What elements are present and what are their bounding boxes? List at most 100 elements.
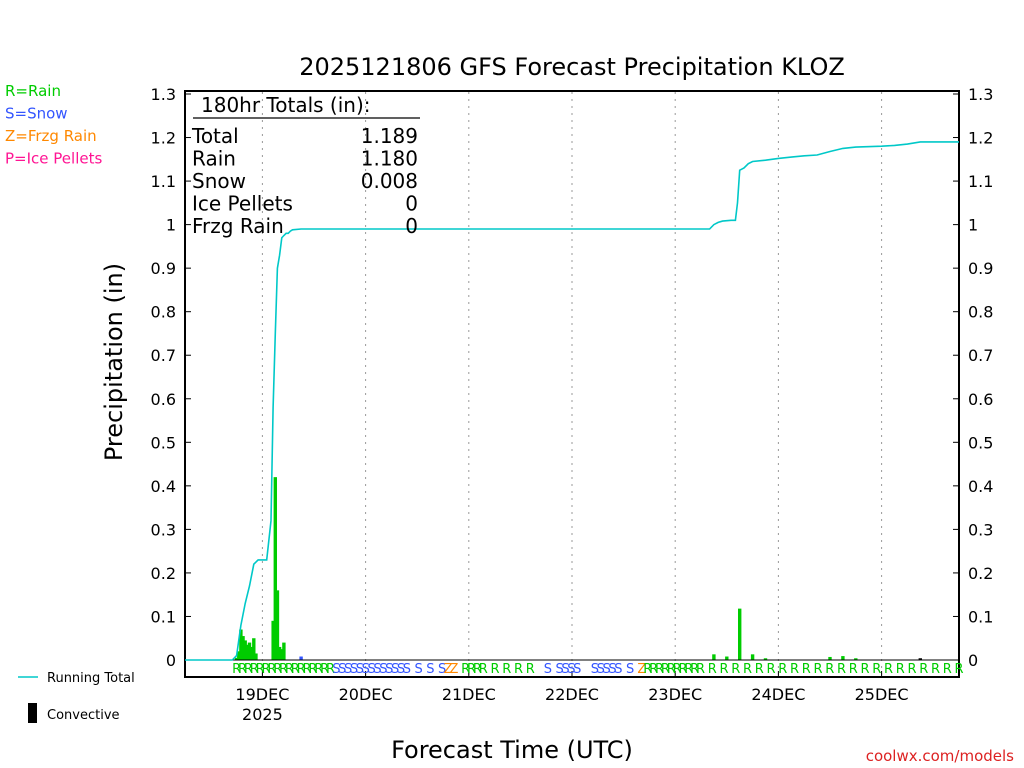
ptype-letter: R	[931, 662, 940, 677]
totals-row-label: Ice Pellets	[192, 192, 293, 216]
totals-box: 180hr Totals (in): Total 1.189 Rain 1.180 Sn…	[191, 93, 420, 238]
ptype-letter: S	[591, 662, 599, 677]
ptype-letter: S	[555, 662, 563, 677]
y-tick-label-right: 0.5	[968, 433, 993, 452]
ptype-letter: R	[678, 662, 687, 677]
y-axis-left: 0 0.1 0.2 0.3 0.4 0.5 0.6 0.7 0.8 0.9 1 1.1 1.2 1.3	[151, 85, 191, 670]
x-tick-sublabel-year: 2025	[242, 705, 283, 724]
ptype-letter: S	[403, 662, 411, 677]
precip-bar	[254, 653, 258, 660]
y-tick-label-left: 0	[166, 651, 176, 670]
x-tick-label: 21DEC	[442, 685, 496, 704]
ptype-letter: S	[344, 662, 352, 677]
ptype-letter: R	[297, 662, 306, 677]
ptype-letter: R	[479, 662, 488, 677]
ptype-letter: S	[397, 662, 405, 677]
legend-s-label: S=Snow	[5, 105, 68, 123]
ptype-letter: R	[461, 662, 470, 677]
ptype-letter: R	[250, 662, 259, 677]
precip-bar	[299, 656, 303, 660]
ptype-letter: S	[379, 662, 387, 677]
y-tick-label-left: 0.3	[151, 520, 176, 539]
ptype-letter: R	[837, 662, 846, 677]
ptype-letter: R	[273, 662, 282, 677]
ptype-letter: R	[314, 662, 323, 677]
ptype-letter: R	[291, 662, 300, 677]
y-tick-label-left: 0.2	[151, 564, 176, 583]
y-tick-label-left: 0.1	[151, 607, 176, 626]
x-tick-label: 24DEC	[751, 685, 805, 704]
ptype-letter: R	[696, 662, 705, 677]
ptype-letter: S	[561, 662, 569, 677]
precip-bar	[273, 477, 277, 660]
totals-row-label: Rain	[192, 147, 236, 171]
precip-bar	[247, 642, 252, 660]
y-tick-label-right: 0.7	[968, 346, 993, 365]
ptype-letter: R	[814, 662, 823, 677]
ptype-letter: R	[232, 662, 241, 677]
x-axis-label: Forecast Time (UTC)	[391, 736, 633, 764]
y-axis-right: 0 0.1 0.2 0.3 0.4 0.5 0.6 0.7 0.8 0.9 1 1.1 1.2 1.3	[953, 85, 993, 670]
precip-bar	[280, 649, 284, 660]
totals-row-label: Frzg Rain	[192, 214, 284, 238]
ptype-letter: S	[573, 662, 581, 677]
precip-bar	[252, 638, 256, 660]
convective-legend-swatch	[28, 703, 37, 723]
precip-bar	[712, 654, 716, 660]
y-tick-label-left: 0.9	[151, 259, 176, 278]
y-tick-label-left: 1	[166, 216, 176, 235]
ptype-letter: R	[256, 662, 265, 677]
ptype-letter: R	[655, 662, 664, 677]
ptype-letter: R	[778, 662, 787, 677]
precip-bar	[237, 651, 241, 660]
y-tick-label-left: 0.8	[151, 303, 176, 322]
ptype-letter: R	[849, 662, 858, 677]
running-total-legend-label: Running Total	[47, 671, 135, 686]
ptype-letter: R	[473, 662, 482, 677]
site-credit: coolwx.com/models	[866, 747, 1014, 765]
totals-row-value: 0	[405, 192, 418, 216]
ptype-letter: R	[285, 662, 294, 677]
y-axis-label: Precipitation (in)	[100, 263, 128, 461]
precip-type-legend: R=Rain S=Snow Z=Frzg Rain P=Ice Pellets	[5, 82, 102, 168]
totals-row-value: 0.008	[361, 169, 418, 193]
ptype-letter: R	[802, 662, 811, 677]
ptype-letter: R	[320, 662, 329, 677]
y-tick-label-left: 1.3	[151, 85, 176, 104]
ptype-letter: R	[467, 662, 476, 677]
y-tick-label-right: 0.8	[968, 303, 993, 322]
convective-legend-label: Convective	[47, 708, 120, 723]
ptype-letter: R	[667, 662, 676, 677]
ptype-letter: R	[767, 662, 776, 677]
ptype-letter: S	[350, 662, 358, 677]
precip-bar	[245, 644, 250, 660]
ptype-letter: R	[919, 662, 928, 677]
day-gridlines	[261, 92, 883, 676]
precip-bar	[243, 640, 247, 660]
y-tick-label-left: 1.1	[151, 172, 176, 191]
ptype-letter: R	[884, 662, 893, 677]
precip-bar	[241, 636, 245, 660]
ptype-letter: R	[673, 662, 682, 677]
precip-bar	[763, 658, 768, 660]
precip-bar	[918, 658, 922, 660]
legend-z-label: Z=Frzg Rain	[5, 127, 97, 145]
ptype-letter: S	[544, 662, 552, 677]
precip-bar	[854, 658, 858, 660]
y-tick-label-left: 1.2	[151, 129, 176, 148]
ptype-letter: S	[438, 662, 446, 677]
ptype-letter: R	[720, 662, 729, 677]
ptype-letter: R	[303, 662, 312, 677]
ptype-letter: R	[649, 662, 658, 677]
ptype-letter: R	[690, 662, 699, 677]
ptype-letter: R	[514, 662, 523, 677]
ptype-letter: S	[391, 662, 399, 677]
totals-row-label: Snow	[192, 169, 246, 193]
precip-bar	[249, 646, 254, 660]
ptype-letter: Z	[449, 662, 458, 677]
precip-bar	[738, 608, 742, 660]
ptype-letter: R	[326, 662, 335, 677]
y-tick-label-left: 0.5	[151, 433, 176, 452]
precip-bar	[750, 654, 755, 660]
